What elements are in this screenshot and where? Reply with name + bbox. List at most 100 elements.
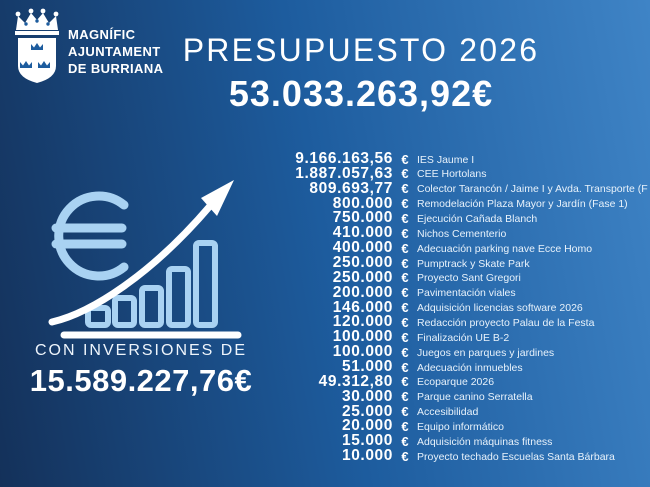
investment-amount: 800.000	[332, 194, 393, 212]
euro-currency-symbol: €	[401, 389, 409, 405]
euro-currency-symbol: €	[401, 181, 409, 197]
euro-sign-icon	[51, 191, 129, 281]
investment-description: CEE Hortolans	[417, 168, 487, 181]
investment-amount: 25.000	[341, 402, 393, 420]
euro-currency-symbol: €	[401, 285, 409, 301]
budget-total: 53.033.263,92€	[228, 73, 494, 114]
investment-row: 120.000 € Redacción proyecto Palau de la…	[270, 313, 650, 331]
burriana-coat-of-arms-icon	[15, 8, 59, 83]
investment-description: IES Jaume I	[417, 153, 475, 166]
investment-description: Adquisición máquinas fitness	[417, 435, 553, 448]
euro-currency-symbol: €	[401, 359, 409, 375]
euro-currency-symbol: €	[401, 314, 409, 330]
investment-row: 250.000 € Pumptrack y Skate Park	[270, 254, 650, 271]
investment-amount: 9.166.163,56	[295, 150, 393, 167]
investment-row: 800.000 € Remodelación Plaza Mayor y Jar…	[270, 194, 650, 212]
investment-description: Equipo informático	[417, 420, 504, 433]
investment-row: 400.000 € Adecuación parking nave Ecce H…	[270, 239, 650, 257]
investment-description: Colector Tarancón / Jaime I y Avda. Tran…	[417, 183, 648, 196]
municipality-name: MAGNÍFIC AJUNTAMENT DE BURRIANA	[68, 26, 163, 77]
investment-row: 25.000 € Accesibilidad	[270, 402, 650, 420]
euro-currency-symbol: €	[401, 448, 409, 464]
investment-row: 250.000 € Proyecto Sant Gregori	[270, 268, 650, 286]
growth-arrow-icon	[48, 180, 234, 326]
euro-currency-symbol: €	[401, 344, 409, 360]
investment-amount: 410.000	[332, 224, 393, 242]
investment-description: Adecuación inmuebles	[417, 361, 523, 374]
euro-currency-symbol: €	[401, 270, 409, 286]
municipality-name-line1: MAGNÍFIC	[68, 27, 136, 42]
euro-currency-symbol: €	[401, 151, 409, 167]
investment-amount: 809.693,77	[309, 179, 393, 197]
investment-description: Finalización UE B-2	[417, 331, 510, 344]
investment-row: 20.000 € Equipo informático	[270, 417, 650, 435]
investment-amount: 51.000	[341, 358, 393, 376]
investments-summary: CON INVERSIONES DE 15.589.227,76€	[2, 342, 280, 399]
investment-description: Pavimentación viales	[417, 287, 516, 300]
investment-amount: 250.000	[332, 268, 393, 286]
shield-mini-crowns	[20, 43, 50, 68]
investment-row: 146.000 € Adquisición licencias software…	[270, 298, 650, 316]
euro-currency-symbol: €	[401, 374, 409, 390]
investment-row: 51.000 € Adecuación inmuebles	[270, 358, 650, 376]
euro-currency-symbol: €	[401, 433, 409, 449]
euro-currency-symbol: €	[401, 255, 409, 271]
investment-amount: 200.000	[332, 283, 393, 301]
investment-description: Adecuación parking nave Ecce Homo	[417, 242, 593, 255]
investment-amount: 750.000	[332, 209, 393, 227]
investment-description: Juegos en parques y jardines	[417, 346, 555, 359]
bar-chart-icon	[85, 240, 218, 328]
investment-description: Proyecto Sant Gregori	[417, 272, 521, 285]
euro-currency-symbol: €	[401, 196, 409, 212]
investment-amount: 10.000	[341, 447, 393, 465]
investment-description: Nichos Cementerio	[417, 227, 507, 240]
municipality-name-line3: DE BURRIANA	[68, 61, 164, 76]
investment-description: Remodelación Plaza Mayor y Jardín (Fase …	[417, 198, 628, 211]
investment-row: 30.000 € Parque canino Serratella	[270, 387, 650, 405]
investment-row: 410.000 € Nichos Cementerio	[270, 224, 650, 242]
euro-currency-symbol: €	[401, 166, 409, 182]
municipality-name-line2: AJUNTAMENT	[68, 44, 161, 59]
investment-row: 200.000 € Pavimentación viales	[270, 283, 650, 301]
euro-currency-symbol: €	[401, 240, 409, 256]
investment-row: 1.887.057,63 € CEE Hortolans	[270, 164, 650, 182]
euro-currency-symbol: €	[401, 404, 409, 420]
investment-row: 10.000 € Proyecto techado Escuelas Santa…	[270, 447, 650, 465]
investment-amount: 100.000	[332, 328, 393, 346]
investment-amount: 146.000	[332, 298, 393, 316]
investment-description: Ecoparque 2026	[417, 376, 495, 389]
investment-list: 9.166.163,56 € IES Jaume I 1.887.057,63 …	[270, 150, 650, 465]
euro-currency-symbol: €	[401, 329, 409, 345]
investment-description: Redacción proyecto Palau de la Festa	[417, 316, 595, 329]
investment-amount: 120.000	[332, 313, 393, 331]
investment-row: 100.000 € Finalización UE B-2	[270, 328, 650, 346]
investment-description: Pumptrack y Skate Park	[417, 257, 530, 270]
investment-row: 750.000 € Ejecución Cañada Blanch	[270, 209, 650, 227]
euro-growth-chart-icon	[48, 180, 242, 339]
investment-description: Accesibilidad	[417, 406, 479, 419]
investment-row: 100.000 € Juegos en parques y jardines	[270, 343, 650, 361]
investment-amount: 100.000	[332, 343, 393, 361]
investment-amount: 20.000	[341, 417, 393, 435]
investments-total: 15.589.227,76€	[29, 363, 253, 398]
investment-amount: 15.000	[341, 432, 393, 450]
investments-label: CON INVERSIONES DE	[34, 342, 248, 359]
investment-row: 809.693,77 € Colector Tarancón / Jaime I…	[270, 179, 650, 197]
euro-currency-symbol: €	[401, 300, 409, 316]
investment-description: Ejecución Cañada Blanch	[417, 212, 538, 225]
investment-row: 15.000 € Adquisición máquinas fitness	[270, 432, 650, 450]
header: PRESUPUESTO 2026 53.033.263,92€	[168, 32, 554, 115]
investment-amount: 400.000	[332, 239, 393, 257]
euro-currency-symbol: €	[401, 210, 409, 226]
investment-row: 49.312,80 € Ecoparque 2026	[270, 372, 650, 390]
euro-currency-symbol: €	[401, 225, 409, 241]
investment-description: Proyecto techado Escuelas Santa Bárbara	[417, 450, 615, 463]
investment-amount: 1.887.057,63	[295, 164, 393, 182]
investment-row: 9.166.163,56 € IES Jaume I	[270, 150, 650, 167]
investment-amount: 49.312,80	[318, 372, 393, 390]
page-title: PRESUPUESTO 2026	[182, 32, 540, 68]
investment-amount: 30.000	[341, 387, 393, 405]
euro-currency-symbol: €	[401, 418, 409, 434]
investment-description: Parque canino Serratella	[417, 391, 533, 404]
